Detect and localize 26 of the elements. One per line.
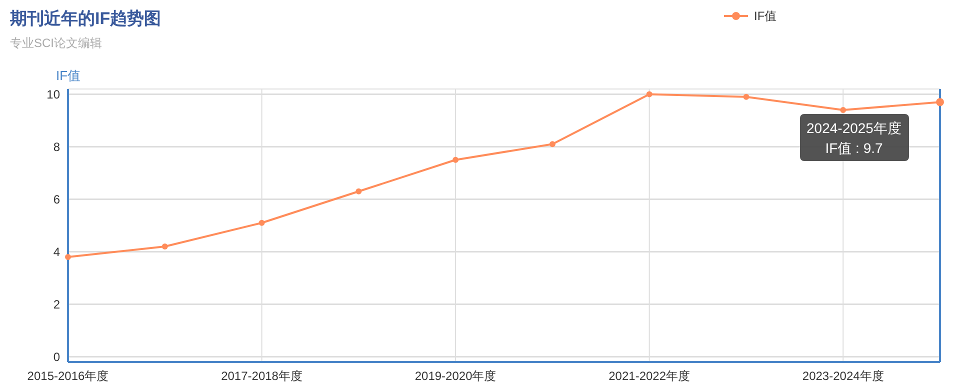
x-tick-label: 2021-2022年度 <box>608 369 690 383</box>
point <box>452 156 459 163</box>
y-tick-label: 6 <box>53 192 60 206</box>
point <box>549 141 556 148</box>
y-tick-label: 4 <box>53 244 60 259</box>
point <box>743 94 750 100</box>
y-tick-label: 2 <box>53 297 60 312</box>
x-tick-label: 2019-2020年度 <box>414 369 496 383</box>
y-axis-title: IF值 <box>56 68 81 83</box>
point <box>840 107 846 113</box>
point <box>356 188 362 194</box>
x-tick-label: 2015-2016年度 <box>27 369 109 383</box>
y-tick-label: 0 <box>53 350 60 364</box>
chart-title: 期刊近年的IF趋势图 <box>9 9 162 28</box>
annotation: 2024-2025年度 IF值 : 9.7 <box>806 120 902 156</box>
point <box>936 98 944 106</box>
x-tick-label: 2023-2024年度 <box>802 369 884 383</box>
chart-subtitle: 专业SCI论文编辑 <box>10 36 102 50</box>
y-tick-label: 10 <box>46 87 60 102</box>
legend-label: IF值 <box>754 9 777 23</box>
point <box>646 91 652 98</box>
x-tick-label: 2017-2018年度 <box>221 369 302 383</box>
point <box>65 254 71 260</box>
y-tick-label: 8 <box>53 140 60 154</box>
point <box>162 244 168 250</box>
point <box>258 220 265 226</box>
